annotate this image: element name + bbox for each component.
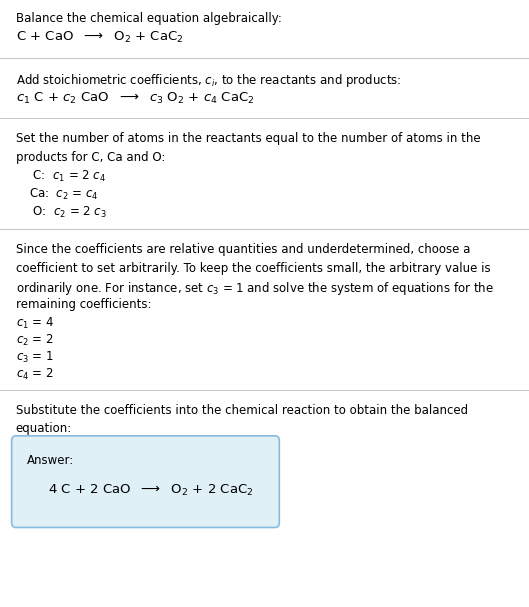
Text: Add stoichiometric coefficients, $c_i$, to the reactants and products:: Add stoichiometric coefficients, $c_i$, … [16,72,402,89]
Text: Substitute the coefficients into the chemical reaction to obtain the balanced: Substitute the coefficients into the che… [16,404,468,417]
Text: $c_1$ = 4: $c_1$ = 4 [16,316,54,331]
FancyBboxPatch shape [12,436,279,527]
Text: O:  $c_2$ = 2 $c_3$: O: $c_2$ = 2 $c_3$ [29,205,107,220]
Text: $c_1$ C + $c_2$ CaO  $\longrightarrow$  $c_3$ O$_2$ + $c_4$ CaC$_2$: $c_1$ C + $c_2$ CaO $\longrightarrow$ $c… [16,90,254,106]
Text: $c_3$ = 1: $c_3$ = 1 [16,350,53,365]
Text: 4 C + 2 CaO  $\longrightarrow$  O$_2$ + 2 CaC$_2$: 4 C + 2 CaO $\longrightarrow$ O$_2$ + 2 … [48,483,253,498]
Text: Balance the chemical equation algebraically:: Balance the chemical equation algebraica… [16,12,282,25]
Text: Since the coefficients are relative quantities and underdetermined, choose a: Since the coefficients are relative quan… [16,243,470,256]
Text: Ca:  $c_2$ = $c_4$: Ca: $c_2$ = $c_4$ [29,187,98,202]
Text: C:  $c_1$ = 2 $c_4$: C: $c_1$ = 2 $c_4$ [29,169,106,184]
Text: ordinarily one. For instance, set $c_3$ = 1 and solve the system of equations fo: ordinarily one. For instance, set $c_3$ … [16,280,494,297]
Text: remaining coefficients:: remaining coefficients: [16,298,151,311]
Text: C + CaO  $\longrightarrow$  O$_2$ + CaC$_2$: C + CaO $\longrightarrow$ O$_2$ + CaC$_2… [16,30,184,46]
Text: $c_2$ = 2: $c_2$ = 2 [16,333,53,348]
Text: Answer:: Answer: [26,454,74,467]
Text: $c_4$ = 2: $c_4$ = 2 [16,367,53,382]
Text: coefficient to set arbitrarily. To keep the coefficients small, the arbitrary va: coefficient to set arbitrarily. To keep … [16,262,490,274]
Text: equation:: equation: [16,422,72,435]
Text: Set the number of atoms in the reactants equal to the number of atoms in the: Set the number of atoms in the reactants… [16,132,480,145]
Text: products for C, Ca and O:: products for C, Ca and O: [16,151,165,163]
